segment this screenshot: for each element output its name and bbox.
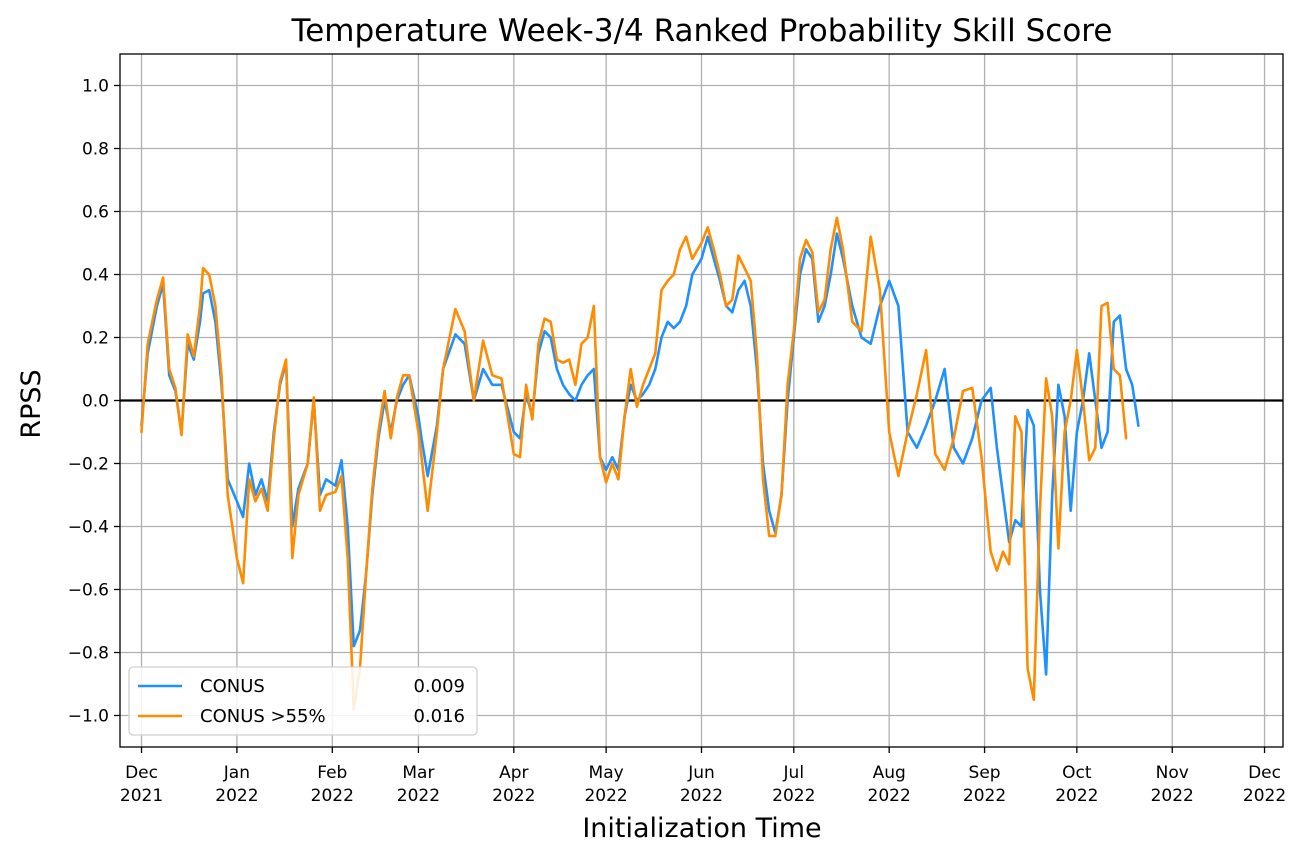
legend-series-score: 0.016 <box>413 706 465 727</box>
y-tick-label: 1.0 <box>82 77 109 97</box>
x-tick-label-month: Apr <box>499 763 528 783</box>
x-tick-label-month: Dec <box>125 763 158 783</box>
legend: CONUS 0.009 CONUS >55% 0.016 <box>128 666 478 736</box>
x-tick-label-month: Feb <box>317 763 347 783</box>
x-tick-label-month: Nov <box>1156 763 1189 783</box>
y-tick-label: −0.2 <box>68 455 109 475</box>
x-tick-label-year: 2022 <box>868 786 911 806</box>
legend-series-name: CONUS <box>200 676 265 697</box>
y-axis-label: RPSS <box>16 369 47 438</box>
y-tick-label: 0.8 <box>82 140 109 160</box>
legend-series-score: 0.009 <box>413 676 465 697</box>
x-tick-label-month: Mar <box>402 763 434 783</box>
x-tick-label-year: 2022 <box>311 786 354 806</box>
x-tick-label-month: Sep <box>969 763 1001 783</box>
y-tick-label: 0.4 <box>82 266 109 286</box>
x-tick-label-month: Dec <box>1248 763 1281 783</box>
x-tick-label-year: 2022 <box>1243 786 1286 806</box>
y-tick-label: −0.8 <box>68 644 109 664</box>
chart-title: Temperature Week-3/4 Ranked Probability … <box>291 13 1113 49</box>
x-tick-label-month: Aug <box>873 763 906 783</box>
y-tick-label: 0.0 <box>82 392 109 412</box>
x-tick-label-month: Jun <box>687 763 715 783</box>
y-tick-label: −1.0 <box>68 707 109 727</box>
x-tick-label-year: 2022 <box>492 786 535 806</box>
x-tick-label-year: 2022 <box>680 786 723 806</box>
x-tick-label-year: 2022 <box>1055 786 1098 806</box>
legend-series-name: CONUS >55% <box>200 706 326 727</box>
legend-box <box>128 666 478 736</box>
x-tick-label-month: May <box>589 763 624 783</box>
x-axis-ticks: Dec 2021 Jan 2022 Feb 2022 Mar 2022 Apr 2022 May 20… <box>120 747 1286 806</box>
x-tick-label-year: 2022 <box>584 786 627 806</box>
x-tick-label-year: 2022 <box>772 786 815 806</box>
x-tick-label-year: 2022 <box>1151 786 1194 806</box>
y-tick-label: −0.6 <box>68 581 109 601</box>
series-layer <box>140 216 1140 711</box>
x-tick-label-month: Jan <box>223 763 250 783</box>
y-axis-ticks: −1.0 −0.8 −0.6 −0.4 −0.2 0.0 0.2 0.4 0.6 0.8 1.0 <box>68 77 120 727</box>
y-tick-label: 0.6 <box>82 203 109 223</box>
y-tick-label: 0.2 <box>82 329 109 349</box>
x-axis-label: Initialization Time <box>582 813 821 844</box>
series-line-conus <box>140 232 1140 676</box>
series-line-conus-55pct <box>140 216 1128 711</box>
x-tick-label-year: 2021 <box>120 786 163 806</box>
y-tick-label: −0.4 <box>68 518 109 538</box>
x-tick-label-year: 2022 <box>215 786 258 806</box>
x-tick-label-month: Oct <box>1062 763 1092 783</box>
x-tick-label-year: 2022 <box>397 786 440 806</box>
x-tick-label-year: 2022 <box>963 786 1006 806</box>
x-tick-label-month: Jul <box>783 763 805 783</box>
